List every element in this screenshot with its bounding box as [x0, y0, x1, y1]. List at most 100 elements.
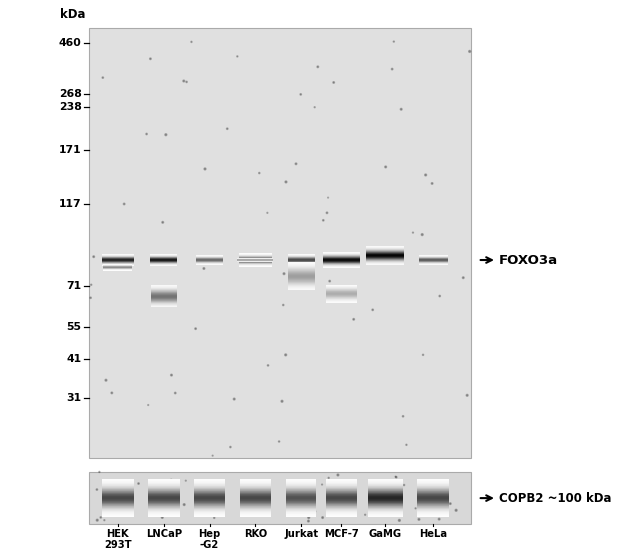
Bar [417, 489, 449, 490]
Bar [194, 496, 225, 497]
Bar [240, 487, 271, 488]
Bar [148, 514, 180, 515]
Bar [148, 484, 180, 485]
Point [324, 473, 334, 482]
Point [389, 500, 399, 509]
Bar [194, 480, 225, 481]
Bar [326, 490, 357, 491]
Bar [286, 512, 317, 513]
Bar [148, 500, 180, 501]
Bar [326, 495, 357, 496]
Bar [286, 516, 317, 517]
Text: Jurkat: Jurkat [284, 529, 318, 539]
Bar [194, 502, 225, 503]
Bar [368, 496, 403, 497]
Bar [240, 503, 271, 504]
Bar [240, 481, 271, 482]
Bar [326, 498, 357, 499]
Bar [194, 498, 225, 499]
Point [187, 37, 197, 46]
Bar [194, 505, 225, 506]
Bar [286, 504, 317, 505]
Bar [194, 490, 225, 491]
Bar [417, 514, 449, 515]
Point [313, 62, 323, 71]
Point [121, 510, 131, 519]
Bar [194, 493, 225, 494]
Bar [326, 505, 357, 506]
Point [229, 395, 240, 403]
Bar [326, 485, 357, 486]
Bar [417, 480, 449, 481]
Point [422, 485, 432, 493]
Point [420, 496, 430, 505]
Bar [194, 494, 225, 495]
Point [222, 124, 233, 133]
Point [85, 294, 96, 302]
Bar [194, 483, 225, 484]
Bar [240, 491, 271, 492]
Point [433, 500, 443, 509]
Bar [326, 484, 357, 485]
Bar [417, 488, 449, 489]
Bar [368, 478, 403, 479]
Bar [368, 509, 403, 510]
Bar [194, 503, 225, 504]
Bar [148, 510, 180, 511]
Text: FOXO3a: FOXO3a [499, 254, 558, 266]
Bar [148, 488, 180, 489]
Bar [148, 480, 180, 481]
Bar [326, 514, 357, 515]
Point [92, 485, 102, 494]
Text: HEK
293T: HEK 293T [104, 529, 132, 549]
Point [146, 482, 156, 491]
Bar [326, 512, 357, 513]
Point [337, 506, 347, 515]
Bar [240, 502, 271, 503]
Bar [286, 497, 317, 498]
Bar [417, 479, 449, 480]
Bar [368, 497, 403, 498]
Point [92, 516, 103, 524]
Bar [102, 515, 134, 516]
Bar [368, 480, 403, 481]
Bar [148, 504, 180, 505]
Bar [326, 483, 357, 484]
Point [396, 105, 406, 114]
Bar [417, 506, 449, 507]
Bar [240, 516, 271, 517]
Bar [240, 494, 271, 495]
Bar [417, 505, 449, 506]
Point [209, 513, 219, 522]
Bar [368, 499, 403, 500]
Bar [326, 509, 357, 510]
Bar [240, 483, 271, 484]
Bar [194, 493, 225, 494]
Bar [326, 487, 357, 488]
Bar [240, 505, 271, 506]
Bar [148, 483, 180, 484]
Bar [368, 488, 403, 489]
Bar [286, 510, 317, 511]
Point [206, 510, 216, 519]
Bar [102, 504, 134, 505]
Bar [102, 498, 134, 499]
Bar [194, 509, 225, 510]
Bar [326, 497, 357, 498]
Bar [102, 493, 134, 494]
Bar [102, 512, 134, 513]
Bar [194, 486, 225, 487]
Bar [417, 508, 449, 509]
Point [299, 479, 310, 488]
Bar [148, 493, 180, 494]
Bar [240, 511, 271, 512]
Bar [326, 491, 357, 492]
Point [296, 90, 306, 99]
Bar [148, 487, 180, 488]
Point [304, 513, 314, 522]
Bar [148, 486, 180, 487]
Bar [286, 502, 317, 503]
Bar [417, 502, 449, 503]
Bar [148, 504, 180, 505]
Bar [102, 505, 134, 506]
